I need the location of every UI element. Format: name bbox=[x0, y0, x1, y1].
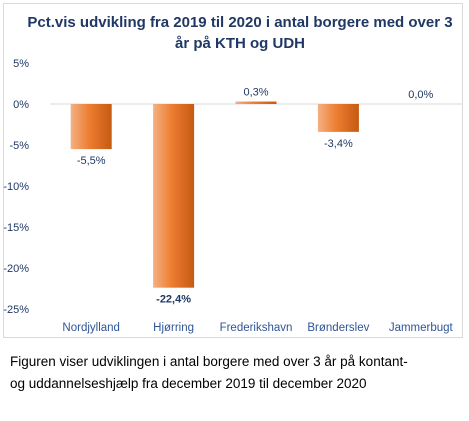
data-label: -22,4% bbox=[156, 294, 191, 306]
y-tick-label: 5% bbox=[13, 58, 29, 70]
y-tick-label: -10% bbox=[3, 181, 29, 193]
figure-caption: Figuren viser udviklingen i antal borger… bbox=[10, 351, 462, 395]
data-label: -5,5% bbox=[77, 155, 106, 167]
data-label: -3,4% bbox=[324, 138, 353, 150]
data-label: 0,0% bbox=[408, 89, 433, 101]
chart-title: Pct.vis udvikling fra 2019 til 2020 i an… bbox=[27, 14, 453, 52]
x-category-label: Jammerbugt bbox=[389, 322, 454, 334]
data-label: 0,3% bbox=[243, 87, 268, 99]
chart-frame: Pct.vis udvikling fra 2019 til 2020 i an… bbox=[3, 3, 463, 338]
y-tick-label: -5% bbox=[9, 140, 29, 152]
y-tick-label: -15% bbox=[3, 222, 29, 234]
caption-line-2: og uddannelseshjælp fra december 2019 ti… bbox=[10, 376, 367, 391]
x-category-label: Frederikshavn bbox=[220, 322, 293, 334]
bar bbox=[70, 104, 112, 150]
bar-chart: 5% 0% -5% -10% -15% -20% -25% -5,5% Nordjylland -… bbox=[3, 58, 462, 334]
bar bbox=[317, 104, 359, 132]
y-tick-label: 0% bbox=[13, 99, 29, 111]
y-tick-label: -25% bbox=[3, 304, 29, 316]
x-category-label: Hjørring bbox=[153, 322, 194, 334]
bar bbox=[153, 104, 195, 288]
x-category-label: Brønderslev bbox=[307, 322, 369, 334]
caption-line-1: Figuren viser udviklingen i antal borger… bbox=[10, 354, 408, 369]
y-tick-label: -20% bbox=[3, 263, 29, 275]
bar bbox=[235, 101, 277, 104]
x-category-label: Nordjylland bbox=[62, 322, 120, 334]
